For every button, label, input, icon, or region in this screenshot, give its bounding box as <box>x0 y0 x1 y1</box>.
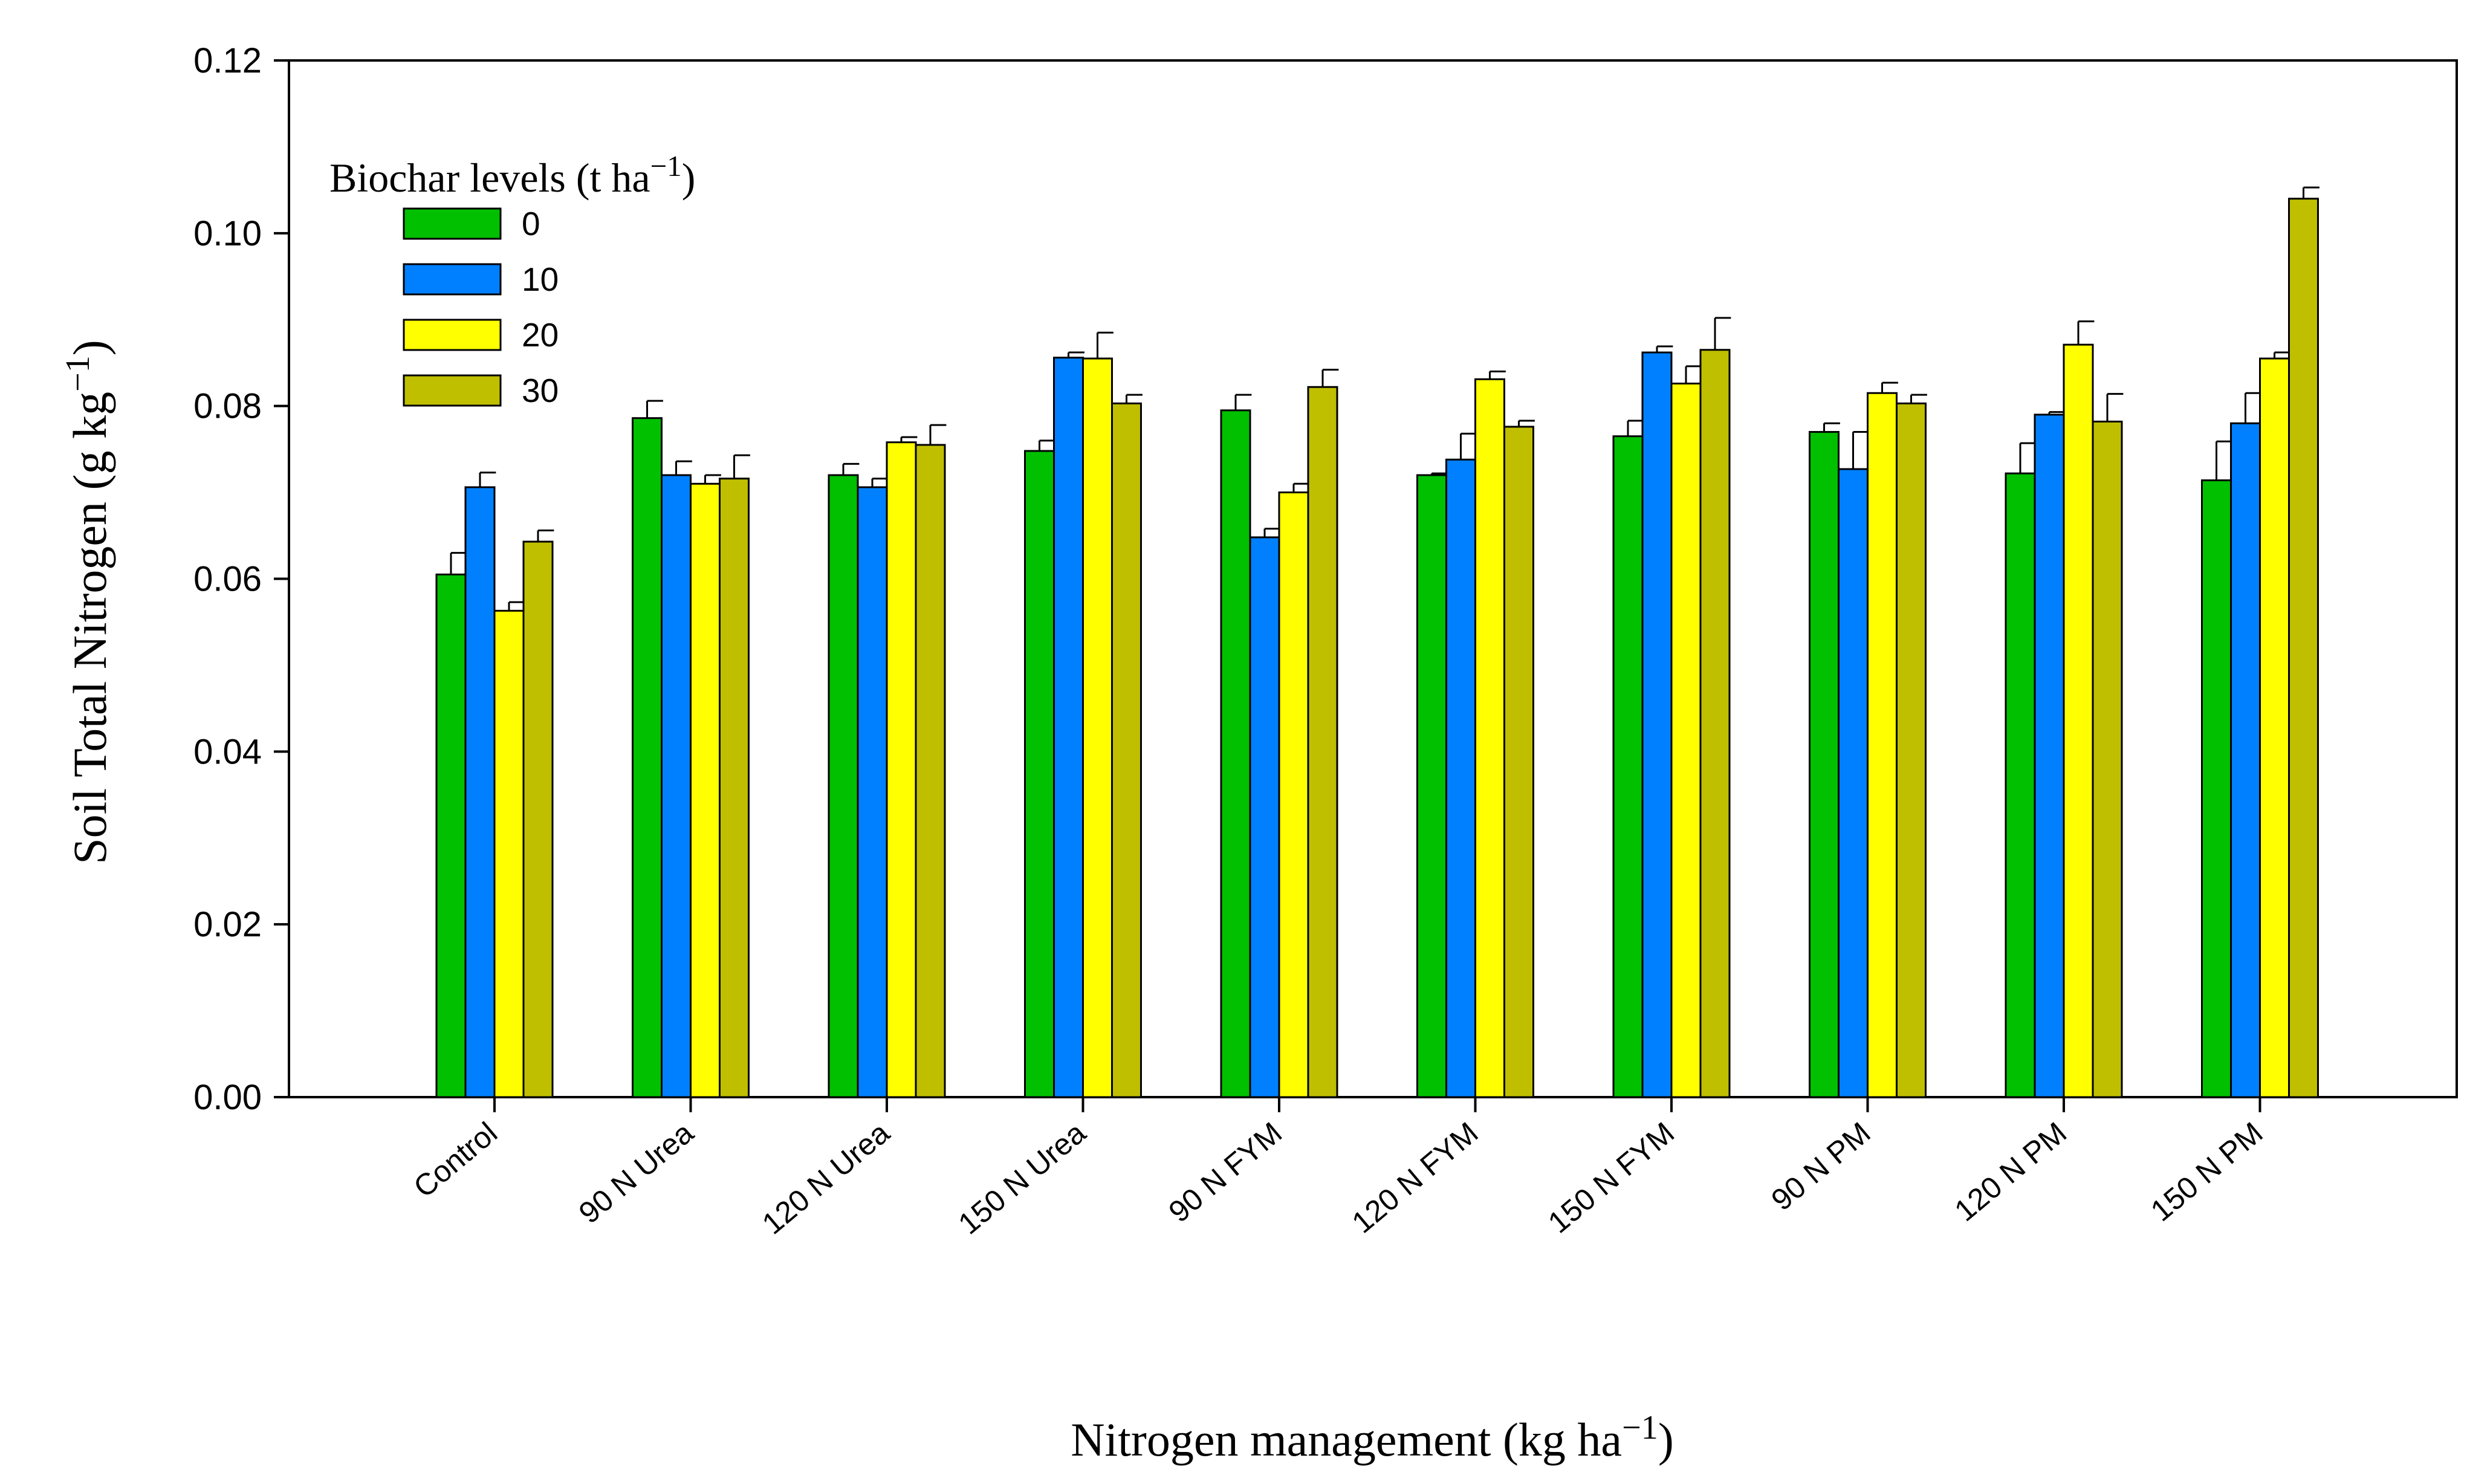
x-tick-label: 120 N PM <box>1948 1116 2073 1228</box>
y-tick-label: 0.00 <box>193 1078 262 1117</box>
x-axis-title: Nitrogen management (kg ha−1) <box>1071 1409 1674 1466</box>
bar <box>828 474 859 1098</box>
legend-title-sup: −1 <box>650 149 682 183</box>
bar <box>857 486 888 1098</box>
legend-label: 0 <box>522 205 540 242</box>
bar <box>1082 357 1113 1098</box>
legend-swatch <box>403 207 502 240</box>
bar <box>661 474 692 1098</box>
bar <box>2063 343 2094 1098</box>
bar <box>1809 431 1840 1098</box>
bar <box>2288 198 2319 1098</box>
plot-frame <box>288 59 2458 1098</box>
x-axis-title-sup: −1 <box>1622 1409 1658 1447</box>
bar <box>493 609 525 1098</box>
bar <box>1474 378 1505 1098</box>
bar <box>1307 386 1338 1098</box>
bar <box>2259 357 2290 1098</box>
bar <box>632 417 663 1098</box>
x-tick-label: Control <box>407 1116 504 1205</box>
bar <box>1445 458 1476 1098</box>
bar <box>522 540 554 1098</box>
bar <box>1612 435 1644 1098</box>
bar <box>1249 536 1280 1098</box>
y-tick-label: 0.04 <box>193 732 262 771</box>
bar <box>1699 349 1731 1098</box>
legend-label: 10 <box>522 261 559 298</box>
bar <box>1220 409 1251 1098</box>
bar <box>2092 420 2123 1098</box>
legend-swatch <box>403 263 502 296</box>
x-tick-label: 120 N FYM <box>1346 1116 1485 1240</box>
bar <box>2230 422 2261 1098</box>
bar <box>1838 468 1869 1098</box>
bar <box>1670 383 1702 1098</box>
y-axis-title-sup: −1 <box>59 355 97 392</box>
bar <box>1024 450 1055 1098</box>
y-tick-label: 0.02 <box>193 905 262 944</box>
bar <box>2005 472 2036 1098</box>
legend-swatch <box>403 319 502 351</box>
x-tick-label: 150 N FYM <box>1541 1116 1681 1240</box>
x-tick-label: 90 N Urea <box>572 1115 700 1230</box>
legend-label: 20 <box>522 316 559 354</box>
bar <box>1278 491 1309 1098</box>
bar <box>690 482 721 1098</box>
x-tick-label: 120 N Urea <box>756 1115 896 1240</box>
legend-label: 30 <box>522 372 559 409</box>
bar <box>1867 392 1898 1098</box>
bar <box>1111 402 1142 1098</box>
legend-title-close: ) <box>682 155 696 201</box>
x-axis-title-main: Nitrogen management (kg ha <box>1071 1413 1622 1466</box>
legend-swatch <box>403 374 502 407</box>
x-axis-title-close: ) <box>1658 1413 1674 1466</box>
y-axis-title: Soil Total Nitrogen (g kg−1) <box>59 340 116 864</box>
bar <box>1416 474 1447 1098</box>
x-tick-label: 150 N Urea <box>952 1115 1092 1240</box>
x-tick-label: 90 N FYM <box>1162 1116 1288 1230</box>
bar <box>2034 413 2065 1098</box>
bar <box>1503 426 1534 1098</box>
bar <box>1053 357 1084 1098</box>
legend-title: Biochar levels (t ha−1) <box>329 149 695 201</box>
y-tick-label: 0.06 <box>193 560 262 599</box>
legend: 0 10 20 30 <box>403 205 559 409</box>
bar <box>435 573 467 1098</box>
bar <box>1896 402 1927 1098</box>
y-tick-label: 0.10 <box>193 214 262 253</box>
bar <box>464 486 496 1098</box>
bar <box>1641 351 1673 1098</box>
y-tick-label: 0.08 <box>193 387 262 426</box>
bar <box>886 441 917 1098</box>
x-tick-label: 150 N PM <box>2144 1116 2269 1228</box>
bar <box>719 478 750 1098</box>
bar <box>2201 479 2232 1098</box>
bar <box>915 444 946 1098</box>
y-tick-label: 0.12 <box>193 41 262 80</box>
x-tick-label: 90 N PM <box>1765 1116 1877 1217</box>
y-axis-title-main: Soil Total Nitrogen (g kg <box>63 392 116 864</box>
legend-title-main: Biochar levels (t ha <box>329 155 650 201</box>
y-axis-title-close: ) <box>63 340 116 355</box>
